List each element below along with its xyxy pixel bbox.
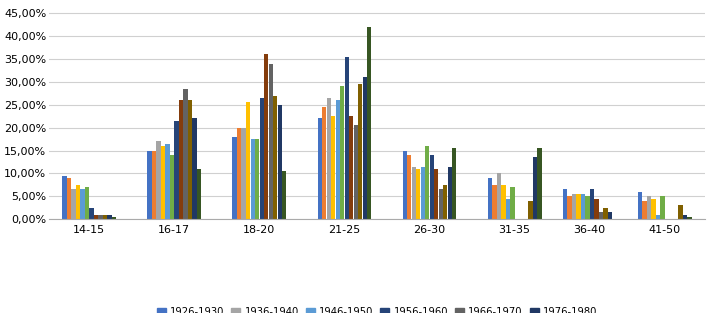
Bar: [537, 148, 542, 219]
Bar: [152, 151, 156, 219]
Bar: [237, 128, 241, 219]
Bar: [331, 116, 335, 219]
Bar: [599, 212, 603, 219]
Bar: [273, 96, 277, 219]
Bar: [647, 196, 651, 219]
Bar: [660, 196, 664, 219]
Bar: [76, 185, 80, 219]
Bar: [269, 64, 273, 219]
Bar: [179, 100, 183, 219]
Bar: [497, 173, 501, 219]
Bar: [322, 107, 326, 219]
Bar: [581, 194, 585, 219]
Bar: [567, 196, 571, 219]
Bar: [192, 119, 196, 219]
Bar: [89, 208, 94, 219]
Bar: [264, 54, 268, 219]
Bar: [656, 214, 660, 219]
Bar: [233, 137, 237, 219]
Bar: [679, 205, 683, 219]
Bar: [174, 121, 179, 219]
Bar: [242, 128, 246, 219]
Bar: [259, 98, 264, 219]
Bar: [112, 217, 116, 219]
Bar: [506, 198, 510, 219]
Bar: [586, 196, 590, 219]
Bar: [443, 185, 447, 219]
Bar: [688, 217, 692, 219]
Bar: [165, 144, 169, 219]
Bar: [603, 208, 608, 219]
Bar: [492, 185, 496, 219]
Bar: [590, 189, 594, 219]
Bar: [447, 167, 452, 219]
Bar: [439, 189, 443, 219]
Bar: [255, 139, 259, 219]
Bar: [246, 102, 250, 219]
Bar: [416, 169, 420, 219]
Bar: [345, 57, 349, 219]
Bar: [354, 125, 358, 219]
Bar: [572, 194, 576, 219]
Legend: 1926-1930, 1931-1935, 1936-1940, 1941-1945, 1946-1950, 1951-1955, 1956-1960, 196: 1926-1930, 1931-1935, 1936-1940, 1941-19…: [157, 307, 597, 313]
Bar: [184, 89, 188, 219]
Bar: [335, 100, 340, 219]
Bar: [250, 139, 255, 219]
Bar: [67, 178, 71, 219]
Bar: [576, 194, 581, 219]
Bar: [340, 86, 345, 219]
Bar: [510, 187, 515, 219]
Bar: [161, 146, 165, 219]
Bar: [157, 141, 161, 219]
Bar: [318, 119, 322, 219]
Bar: [638, 192, 642, 219]
Bar: [277, 105, 281, 219]
Bar: [425, 146, 430, 219]
Bar: [362, 77, 367, 219]
Bar: [430, 155, 434, 219]
Bar: [99, 214, 103, 219]
Bar: [107, 214, 111, 219]
Bar: [358, 84, 362, 219]
Bar: [652, 198, 656, 219]
Bar: [327, 98, 331, 219]
Bar: [85, 187, 89, 219]
Bar: [528, 201, 532, 219]
Bar: [434, 169, 438, 219]
Bar: [94, 214, 98, 219]
Bar: [501, 185, 506, 219]
Bar: [412, 167, 416, 219]
Bar: [349, 116, 353, 219]
Bar: [282, 171, 286, 219]
Bar: [147, 151, 152, 219]
Bar: [563, 189, 567, 219]
Bar: [594, 198, 598, 219]
Bar: [367, 27, 372, 219]
Bar: [532, 157, 537, 219]
Bar: [80, 189, 84, 219]
Bar: [197, 169, 201, 219]
Bar: [642, 201, 647, 219]
Bar: [188, 100, 192, 219]
Bar: [62, 176, 67, 219]
Bar: [452, 148, 457, 219]
Bar: [608, 212, 612, 219]
Bar: [488, 178, 492, 219]
Bar: [103, 214, 107, 219]
Bar: [407, 155, 411, 219]
Bar: [72, 189, 76, 219]
Bar: [683, 214, 687, 219]
Bar: [403, 151, 407, 219]
Bar: [420, 167, 425, 219]
Bar: [170, 155, 174, 219]
